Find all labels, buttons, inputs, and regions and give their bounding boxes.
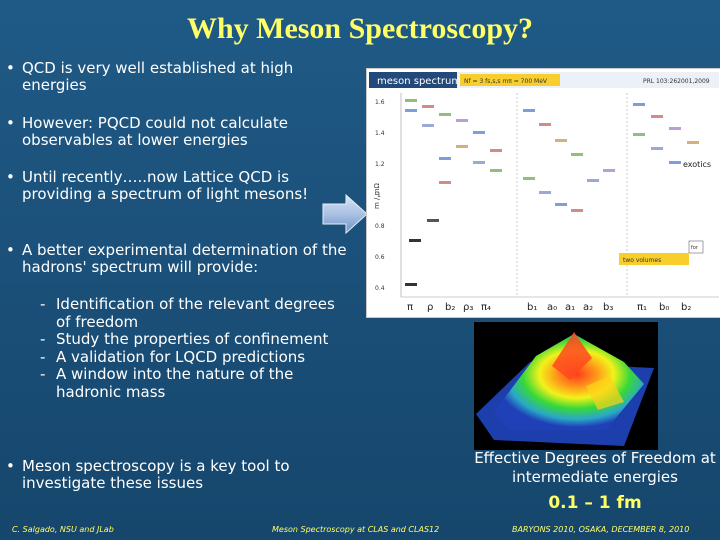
x-label: b₀ (659, 302, 669, 313)
sub-item: - Study the properties of confinement (40, 330, 350, 349)
x-label: π (407, 302, 413, 313)
sub-list: - Identification of the relevant degrees… (40, 295, 350, 401)
two-volumes-box (619, 253, 689, 265)
sub-item: - A window into the nature of the hadron… (40, 365, 350, 401)
sub-item: - Identification of the relevant degrees… (40, 295, 350, 331)
dash-icon: - (40, 330, 46, 348)
y-axis-label: m / mΩ (373, 183, 381, 209)
y-tick: 0.8 (375, 223, 385, 230)
sub-item-text: Identification of the relevant degrees o… (56, 295, 335, 331)
bullet-text: QCD is very well established at high ene… (22, 59, 294, 94)
meson-spectrum-figure: meson spectrum Nf = 3 fs,s,s mπ = 700 Me… (366, 68, 720, 318)
x-label: ρ (427, 302, 433, 313)
bullet-item: • However: PQCD could not calculate obse… (6, 115, 352, 149)
sub-item-text: Study the properties of confinement (56, 330, 329, 348)
spectrum-levels (405, 99, 699, 286)
footer-right: BARYONS 2010, OSAKA, DECEMBER 8, 2010 (512, 525, 690, 534)
params-box (460, 74, 560, 86)
sub-item-text: A window into the nature of the hadronic… (56, 365, 294, 401)
bullet-icon: • (6, 114, 15, 132)
right-arrow-icon (322, 194, 368, 234)
legend-box (688, 240, 704, 254)
footer-left: C. Salgado, NSU and JLab (12, 525, 114, 534)
y-tick: 1 (377, 192, 381, 199)
bullet-icon: • (6, 59, 15, 77)
dash-icon: - (40, 295, 46, 313)
params-label: Nf = 3 fs,s,s mπ = 700 MeV (464, 78, 548, 85)
x-label: b₂ (445, 302, 455, 313)
spectrum-header-box (369, 72, 457, 88)
bullet-icon: • (6, 241, 15, 259)
bullet-text: However: PQCD could not calculate observ… (22, 114, 288, 149)
bullet-item: • QCD is very well established at high e… (6, 60, 352, 94)
bullet-text: A better experimental determination of t… (22, 241, 347, 276)
y-tick: 0.6 (375, 254, 385, 261)
sub-item: - A validation for LQCD predictions (40, 347, 350, 367)
y-tick: 1.6 (375, 99, 385, 106)
bullet-text: Meson spectroscopy is a key tool to inve… (22, 457, 290, 492)
two-volumes-label: two volumes (623, 257, 661, 264)
x-label: π₄ (481, 302, 491, 313)
bullet-icon: • (6, 457, 15, 475)
dash-icon: - (40, 347, 46, 366)
length-scale-range: 0.1 – 1 fm (548, 493, 642, 513)
bullet-item: • Until recently…..now Lattice QCD is pr… (6, 169, 352, 203)
x-label: ρ₃ (463, 302, 473, 313)
bullet-item: • Meson spectroscopy is a key tool to in… (6, 458, 336, 492)
y-tick: 1.4 (375, 130, 385, 137)
footer-center: Meson Spectroscopy at CLAS and CLAS12 (272, 525, 440, 534)
x-label: a₁ (565, 302, 575, 313)
dash-icon: - (40, 365, 46, 383)
sub-item-text: A validation for LQCD predictions (56, 347, 306, 366)
bullet-item: • A better experimental determination of… (6, 242, 352, 276)
bullet-text: Until recently…..now Lattice QCD is prov… (22, 168, 309, 203)
x-label: b₃ (603, 302, 613, 313)
legend-box-label: for (691, 245, 699, 251)
x-label: a₀ (547, 302, 557, 313)
y-tick: 0.4 (375, 285, 385, 292)
y-tick: 1.2 (375, 161, 385, 168)
degrees-of-freedom-surface-plot (474, 322, 658, 450)
x-label: b₂ (681, 302, 691, 313)
exotics-label: exotics (683, 160, 711, 169)
figure-caption: Effective Degrees of Freedom at intermed… (474, 449, 716, 486)
x-label: a₂ (583, 302, 593, 313)
spectrum-header-label: meson spectrum (377, 76, 461, 87)
x-label: b₁ (527, 302, 537, 313)
reference-label: PRL 103:262001,2009 (643, 78, 710, 85)
bullet-icon: • (6, 168, 15, 186)
slide-title: Why Meson Spectroscopy? (186, 12, 534, 45)
x-label: π₁ (637, 302, 647, 313)
